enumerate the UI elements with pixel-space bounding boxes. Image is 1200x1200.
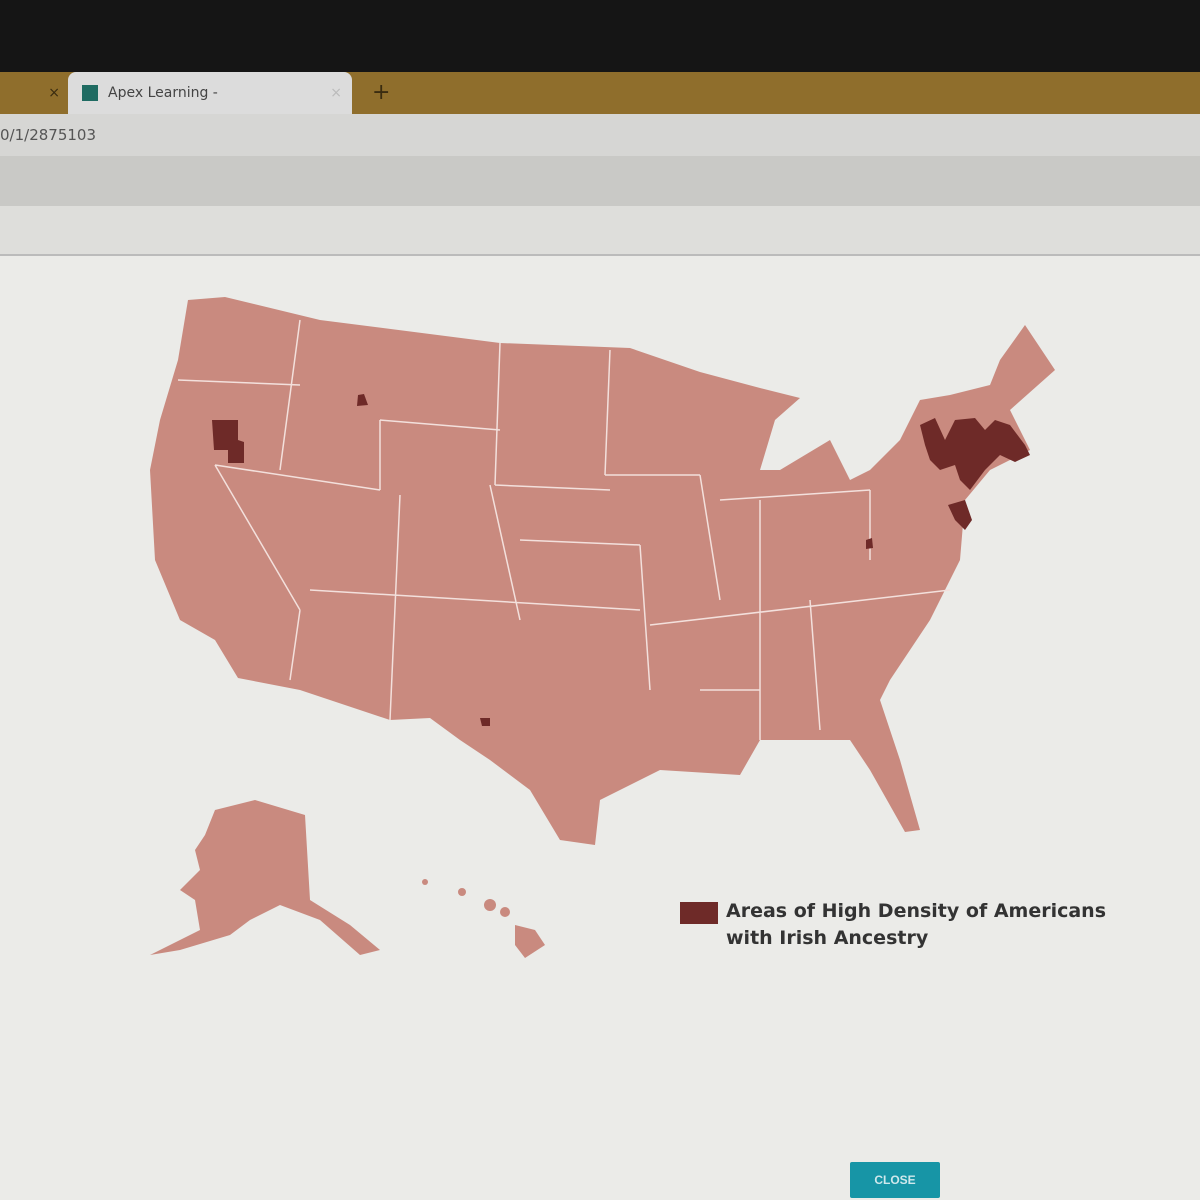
state-borders: [177, 319, 951, 740]
tab-title: Apex Learning -: [108, 85, 218, 101]
legend-swatch: [680, 902, 718, 924]
close-tab-icon[interactable]: ×: [330, 85, 342, 101]
hawaii-island: [458, 888, 466, 896]
highlight-oregon: [212, 420, 244, 463]
monitor-bezel: [0, 0, 1200, 72]
highlight-northeast: [920, 418, 1030, 490]
highlight-montana: [357, 394, 368, 406]
tab-previous[interactable]: ×: [0, 72, 66, 114]
highlight-new-jersey: [948, 500, 972, 530]
legend-label-line1: Areas of High Density of Americans: [726, 900, 1107, 922]
high-density-areas: [212, 394, 1030, 726]
close-tab-icon[interactable]: ×: [48, 85, 60, 101]
highlight-texas: [480, 718, 490, 726]
hawaii-big-island: [515, 925, 545, 958]
map-legend: Areas of High Density of Americans with …: [680, 898, 1106, 952]
page-subheader: [0, 206, 1200, 256]
page-header: [0, 156, 1200, 206]
close-button[interactable]: CLOSE: [850, 1162, 940, 1198]
contiguous-us: [150, 297, 1055, 845]
legend-label-line2: with Irish Ancestry: [726, 927, 929, 949]
alaska: [150, 800, 380, 955]
new-tab-button[interactable]: +: [372, 80, 391, 105]
apex-favicon-icon: [82, 85, 98, 101]
hawaii-island: [500, 907, 510, 917]
address-bar[interactable]: 0/1/2875103: [0, 114, 1200, 156]
url-text: 0/1/2875103: [0, 126, 96, 144]
hawaii-island: [484, 899, 496, 911]
highlight-west-virginia: [866, 538, 873, 549]
hawaii-island: [422, 879, 428, 885]
tab-apex-learning[interactable]: Apex Learning - ×: [68, 72, 352, 114]
